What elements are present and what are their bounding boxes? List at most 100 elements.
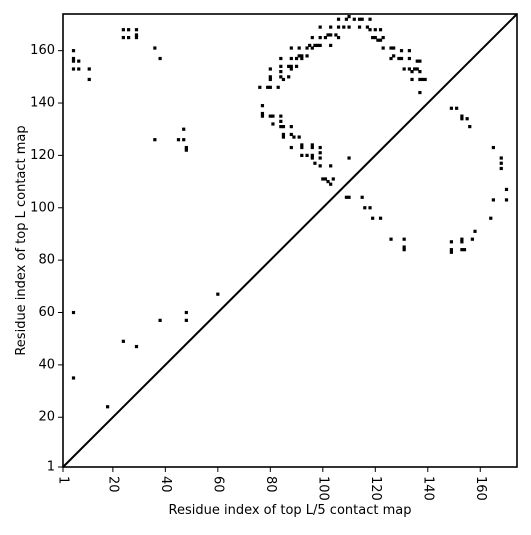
contact-point-lower-62 xyxy=(402,248,406,252)
contact-point-lower-54 xyxy=(360,195,364,199)
contact-point-upper-93 xyxy=(415,67,419,71)
contact-point-upper-3 xyxy=(71,67,76,71)
y-tick-label: 140 xyxy=(30,96,55,111)
contact-point-lower-37 xyxy=(310,145,314,150)
y-tick-label: 100 xyxy=(30,200,55,215)
contact-point-upper-17 xyxy=(258,85,262,89)
contact-point-lower-12 xyxy=(182,127,186,131)
contact-point-upper-94 xyxy=(415,59,419,63)
contact-point-upper-91 xyxy=(410,70,414,74)
contact-point-upper-53 xyxy=(329,33,333,37)
contact-point-lower-1 xyxy=(71,376,76,380)
contact-point-upper-80 xyxy=(389,56,393,61)
contact-point-lower-46 xyxy=(323,177,328,181)
contact-point-lower-42 xyxy=(318,151,322,155)
contact-point-upper-20 xyxy=(268,75,272,79)
contact-point-upper-62 xyxy=(347,15,351,19)
contact-point-upper-104 xyxy=(460,117,464,121)
y-tick-label: 160 xyxy=(30,43,55,58)
contact-point-upper-4 xyxy=(77,59,81,63)
contact-point-upper-88 xyxy=(407,49,411,53)
contact-point-upper-52 xyxy=(326,33,330,37)
contact-point-lower-79 xyxy=(504,198,509,202)
contact-point-lower-10 xyxy=(176,138,181,142)
contact-point-upper-45 xyxy=(310,46,314,50)
contact-point-lower-60 xyxy=(402,237,406,241)
contact-point-lower-29 xyxy=(289,145,293,150)
contact-point-lower-35 xyxy=(305,153,309,157)
contact-point-upper-60 xyxy=(342,25,346,29)
x-tick-label: 160 xyxy=(473,476,488,501)
contact-point-upper-25 xyxy=(279,70,283,74)
x-tick-label: 140 xyxy=(420,476,435,501)
contact-point-upper-26 xyxy=(279,64,283,68)
contact-point-upper-30 xyxy=(287,64,291,68)
contact-point-upper-34 xyxy=(289,46,293,50)
contact-point-upper-5 xyxy=(77,67,81,71)
contact-point-upper-76 xyxy=(378,38,383,42)
contact-point-lower-7 xyxy=(184,318,188,322)
contact-point-lower-2 xyxy=(106,405,110,409)
contact-point-upper-47 xyxy=(315,43,320,48)
contact-point-upper-79 xyxy=(389,46,393,50)
contact-point-upper-96 xyxy=(418,77,422,82)
contact-point-upper-89 xyxy=(407,67,411,71)
contact-point-upper-74 xyxy=(376,38,380,42)
contact-point-upper-64 xyxy=(352,17,356,21)
contact-point-lower-56 xyxy=(368,206,372,210)
contact-point-upper-56 xyxy=(334,33,338,37)
contact-point-lower-63 xyxy=(449,240,453,244)
contact-point-upper-69 xyxy=(368,17,372,21)
contact-point-upper-44 xyxy=(310,35,314,40)
contact-point-lower-64 xyxy=(449,248,453,252)
x-axis-ticks: 1 20 40 60 80 100 120 140 160 xyxy=(56,467,488,501)
contact-point-upper-67 xyxy=(360,17,364,21)
contact-point-lower-14 xyxy=(184,148,188,152)
contact-point-lower-55 xyxy=(363,206,367,210)
contact-point-upper-81 xyxy=(392,54,396,58)
contact-point-upper-1 xyxy=(71,56,76,61)
contact-point-upper-54 xyxy=(329,43,333,48)
diagonal-line xyxy=(62,13,518,468)
contact-point-upper-65 xyxy=(357,25,362,29)
contact-point-upper-12 xyxy=(134,28,139,32)
contact-point-upper-106 xyxy=(468,125,472,129)
contact-point-lower-59 xyxy=(389,237,393,241)
x-tick-label: 60 xyxy=(210,476,225,493)
contact-point-lower-20 xyxy=(271,122,275,126)
contact-point-upper-2 xyxy=(71,59,76,63)
x-tick-label: 40 xyxy=(158,476,173,493)
contact-point-lower-57 xyxy=(371,216,375,220)
contact-point-lower-69 xyxy=(462,248,467,252)
contact-point-upper-29 xyxy=(287,75,291,79)
contact-point-upper-9 xyxy=(121,35,125,40)
y-axis-label: Residue index of top L contact map xyxy=(14,125,29,355)
contact-point-upper-43 xyxy=(308,43,312,48)
contact-point-upper-46 xyxy=(313,43,317,48)
contact-point-lower-47 xyxy=(326,179,330,184)
contact-point-upper-15 xyxy=(153,46,157,50)
contact-point-upper-61 xyxy=(344,17,349,21)
contact-point-upper-32 xyxy=(289,67,293,71)
contact-point-upper-23 xyxy=(276,85,280,89)
contact-point-lower-78 xyxy=(504,187,509,192)
contact-point-lower-3 xyxy=(121,339,125,343)
contact-point-upper-84 xyxy=(399,49,404,53)
contact-point-upper-16 xyxy=(158,56,162,61)
y-tick-label: 40 xyxy=(38,357,55,372)
contact-point-upper-22 xyxy=(268,67,272,71)
x-axis-label: Residue index of top L/5 contact map xyxy=(169,503,412,518)
contact-point-lower-45 xyxy=(321,177,325,181)
y-tick-label: 60 xyxy=(38,305,55,320)
contact-point-upper-40 xyxy=(300,56,304,61)
contact-point-lower-76 xyxy=(499,161,503,165)
x-tick-label: 120 xyxy=(368,476,383,501)
contact-point-lower-39 xyxy=(310,156,314,160)
contact-point-lower-16 xyxy=(260,111,265,116)
contact-point-upper-97 xyxy=(418,90,422,95)
contact-point-upper-50 xyxy=(318,25,322,29)
contact-point-upper-75 xyxy=(378,28,383,32)
contact-point-upper-63 xyxy=(347,25,351,29)
contact-point-lower-36 xyxy=(310,143,314,147)
contact-point-lower-9 xyxy=(153,138,157,142)
